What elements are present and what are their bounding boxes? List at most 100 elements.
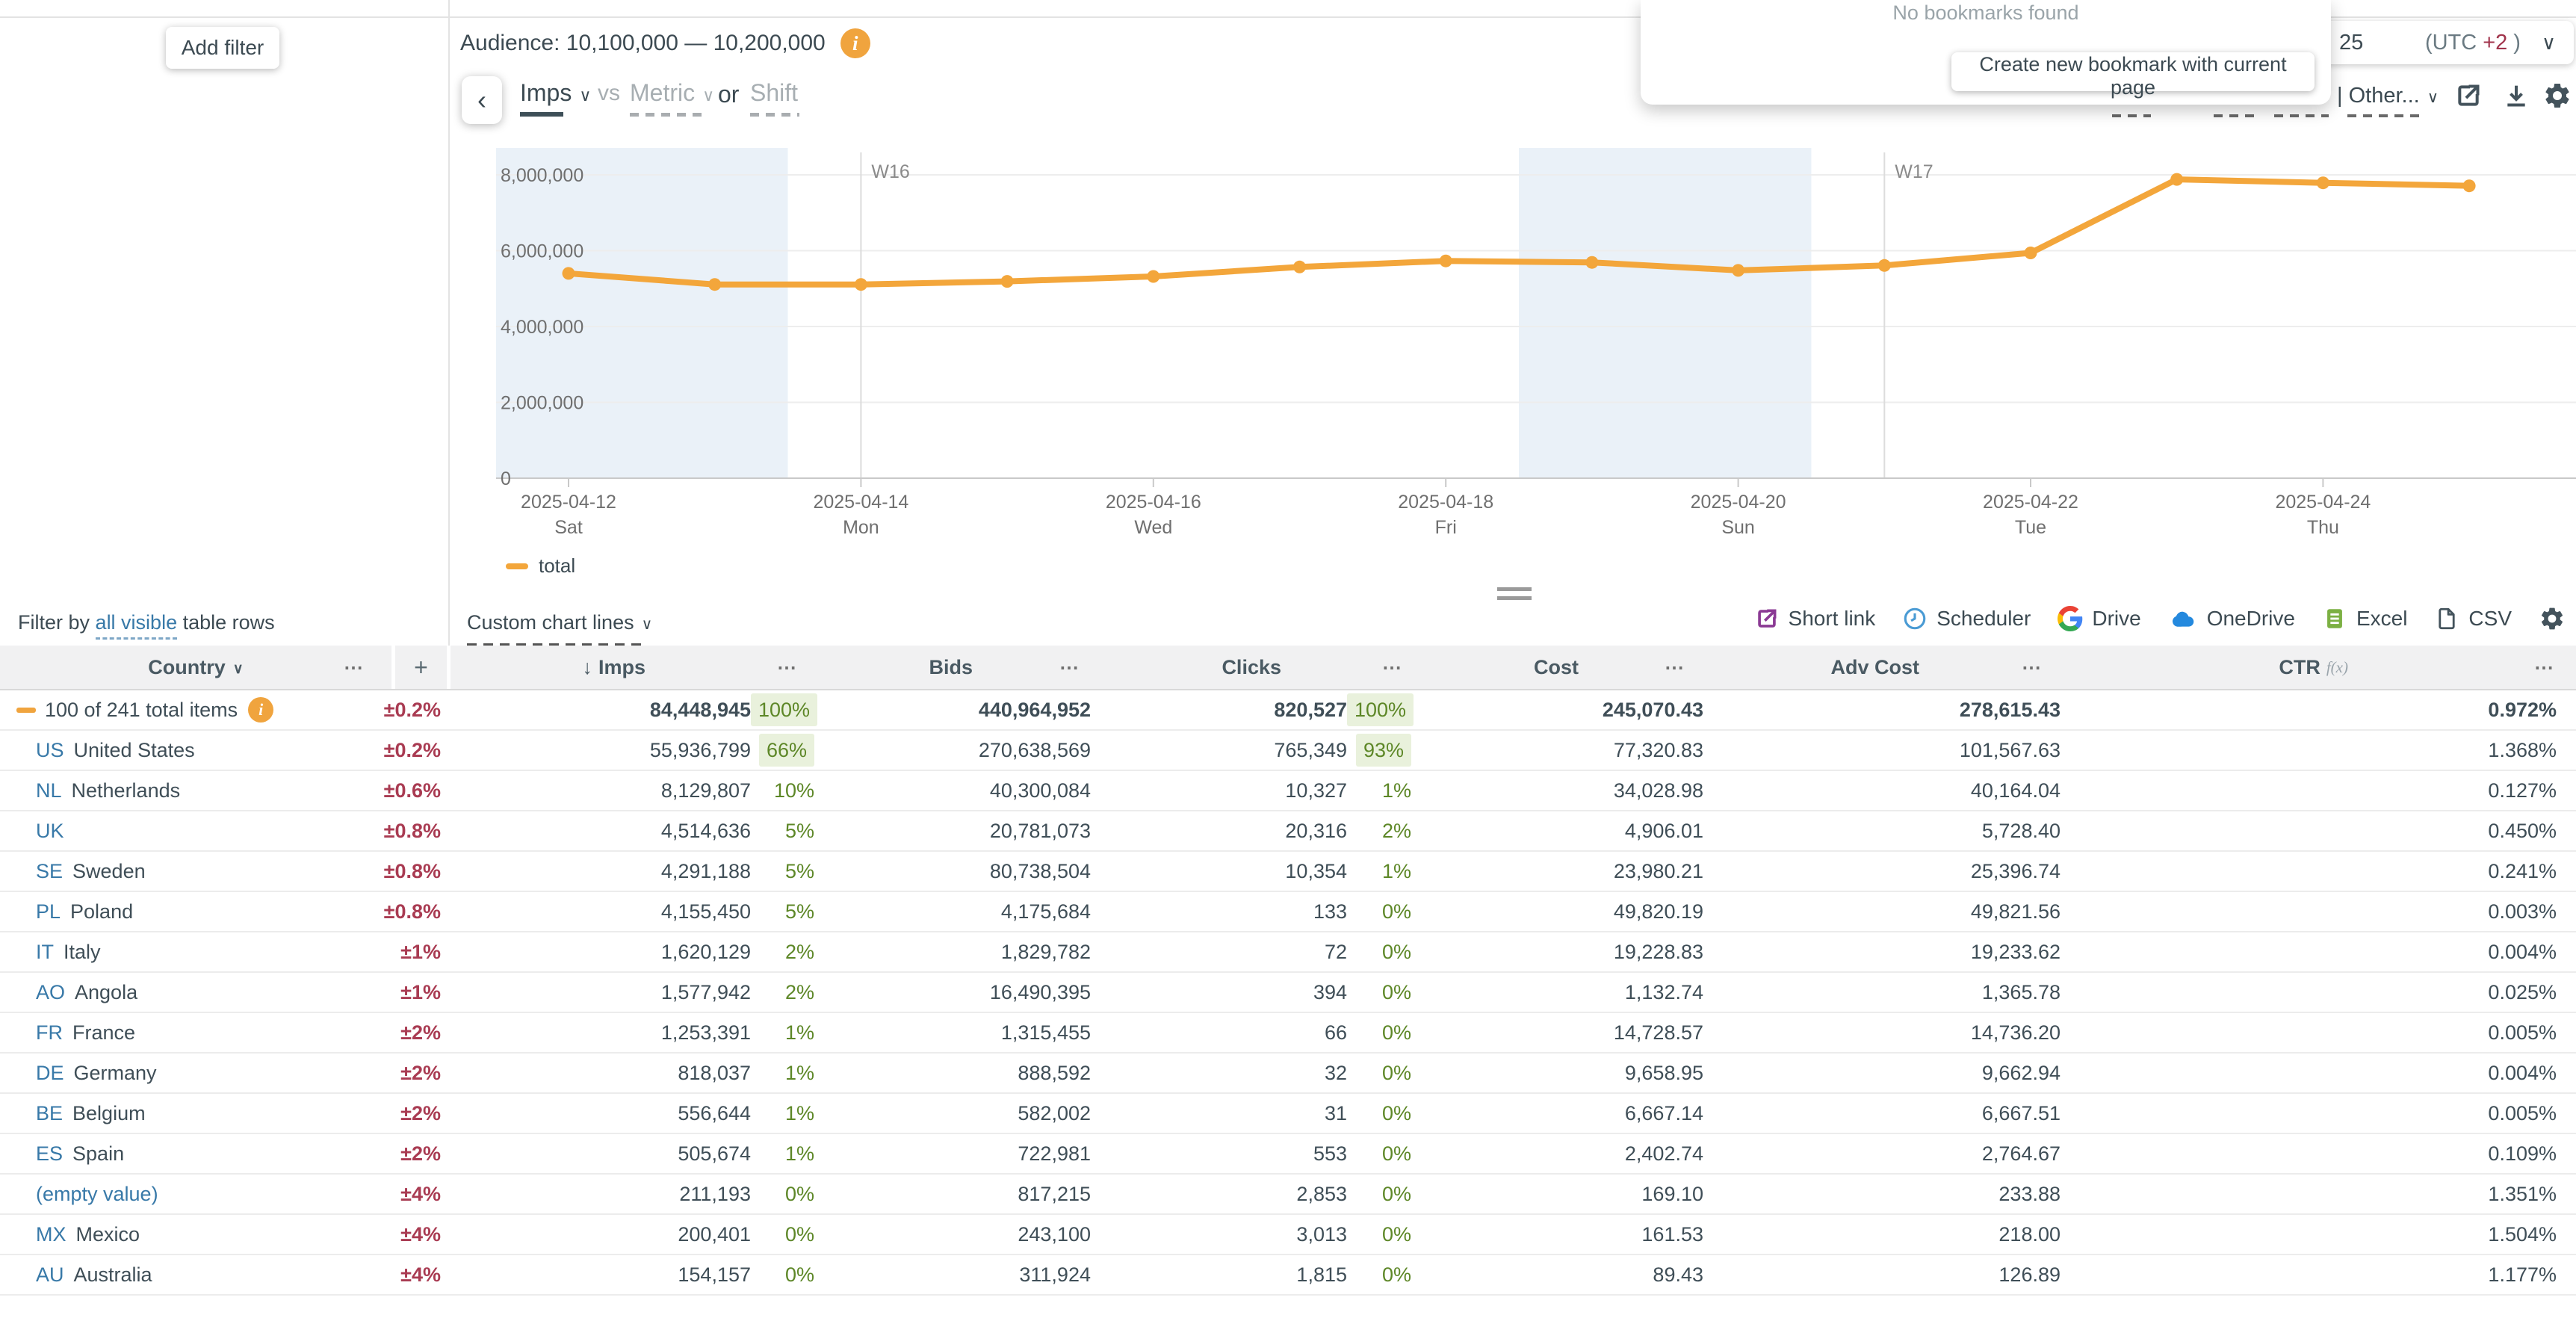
error-margin[interactable]: ±0.8% — [383, 819, 441, 842]
country-name[interactable]: (empty value) — [36, 1182, 158, 1205]
country-code-link[interactable]: BE — [36, 1101, 64, 1124]
imps-value: 55,936,799 — [649, 738, 751, 761]
error-margin[interactable]: ±0.2% — [383, 698, 441, 721]
cost-value: 34,028.98 — [1613, 779, 1703, 802]
shift-dashed-underline — [750, 113, 799, 117]
error-margin[interactable]: ±2% — [400, 1101, 441, 1124]
column-header-cost[interactable]: Cost — [1534, 655, 1579, 678]
bids-value: 440,964,952 — [978, 698, 1091, 721]
country-code-link[interactable]: US — [36, 738, 64, 761]
bids-column-menu[interactable]: ⋯ — [1059, 655, 1081, 678]
country-code-link[interactable]: ES — [36, 1142, 64, 1165]
country-code-link[interactable]: UK — [36, 819, 64, 842]
column-header-bids[interactable]: Bids — [929, 655, 973, 678]
ctr-column-menu[interactable]: ⋯ — [2534, 655, 2556, 678]
clicks-share: 0% — [1347, 941, 1413, 964]
ctr-value: 0.127% — [2488, 779, 2557, 802]
other-metrics-dropdown[interactable]: | Other... ∨ — [2337, 84, 2439, 108]
imps-column-menu[interactable]: ⋯ — [777, 655, 799, 678]
svg-text:Thu: Thu — [2307, 517, 2339, 538]
metric-tab-imps[interactable]: Imps ∨ — [520, 79, 591, 107]
filter-all-visible-link[interactable]: all visible — [95, 611, 178, 640]
table-header: Country ∨ ⋯ + ↓ Imps ⋯ Bids ⋯ Clicks ⋯ C… — [0, 646, 2576, 690]
imps-value: 1,253,391 — [660, 1021, 751, 1044]
column-header-adv-cost[interactable]: Adv Cost — [1830, 655, 1919, 678]
custom-chart-lines-dropdown[interactable]: Custom chart lines ∨ — [467, 611, 652, 634]
error-margin[interactable]: ±4% — [400, 1222, 441, 1246]
clicks-value: 66 — [1324, 1021, 1347, 1044]
error-margin[interactable]: ±2% — [400, 1061, 441, 1084]
table-row: DE Germany ±2% 818,037 1% 888,592 32 0% … — [0, 1054, 2576, 1094]
ctr-value: 1.368% — [2488, 738, 2557, 761]
error-margin[interactable]: ±4% — [400, 1263, 441, 1286]
excel-export-button[interactable]: Excel — [2322, 606, 2407, 631]
chart-resize-handle[interactable] — [1497, 587, 1532, 605]
country-column-menu[interactable]: ⋯ — [344, 655, 365, 678]
column-header-clicks[interactable]: Clicks — [1222, 655, 1281, 678]
clicks-share: 93% — [1347, 733, 1413, 767]
column-header-country[interactable]: Country ∨ — [148, 655, 244, 678]
cost-column-menu[interactable]: ⋯ — [1665, 655, 1686, 678]
error-margin[interactable]: ±2% — [400, 1142, 441, 1165]
metric-tab-compare[interactable]: Metric ∨ — [630, 79, 714, 107]
short-link-button[interactable]: Short link — [1754, 606, 1875, 631]
add-column-button[interactable]: + — [414, 653, 428, 681]
country-code-link[interactable]: NL — [36, 779, 62, 802]
country-code-link[interactable]: DE — [36, 1061, 64, 1084]
scheduler-button[interactable]: Scheduler — [1902, 606, 2031, 631]
error-margin[interactable]: ±0.2% — [383, 738, 441, 761]
country-code-link[interactable]: PL — [36, 900, 61, 923]
cost-value: 49,820.19 — [1613, 900, 1703, 923]
country-code-link[interactable]: AU — [36, 1263, 64, 1286]
create-bookmark-button[interactable]: Create new bookmark with current page — [1951, 52, 2315, 99]
error-margin[interactable]: ±0.8% — [383, 859, 441, 882]
error-margin[interactable]: ±0.6% — [383, 779, 441, 802]
country-code-link[interactable]: IT — [36, 940, 54, 963]
add-filter-button[interactable]: Add filter — [166, 27, 279, 69]
google-drive-button[interactable]: Drive — [2058, 606, 2141, 631]
download-button[interactable] — [2501, 81, 2532, 112]
settings-button[interactable] — [2542, 81, 2573, 112]
svg-text:Mon: Mon — [843, 517, 879, 538]
svg-text:Wed: Wed — [1134, 517, 1172, 538]
country-code-link[interactable]: AO — [36, 980, 66, 1003]
chart-back-button[interactable]: ‹ — [462, 76, 502, 124]
imps-share: 5% — [751, 860, 822, 883]
onedrive-button[interactable]: OneDrive — [2168, 606, 2295, 631]
info-icon[interactable]: i — [840, 28, 870, 58]
country-code-link[interactable]: FR — [36, 1021, 63, 1044]
error-margin[interactable]: ±1% — [400, 980, 441, 1003]
hidden-metric-underline — [2112, 114, 2151, 117]
metric-tab-shift[interactable]: Shift — [750, 79, 798, 107]
vs-label: vs — [598, 81, 620, 105]
imps-value: 556,644 — [678, 1101, 751, 1124]
country-code-link[interactable]: MX — [36, 1222, 66, 1246]
open-in-new-button[interactable] — [2453, 81, 2484, 112]
clicks-column-menu[interactable]: ⋯ — [1382, 655, 1404, 678]
error-margin[interactable]: ±0.8% — [383, 900, 441, 923]
clicks-share: 0% — [1347, 981, 1413, 1004]
country-code-link[interactable]: SE — [36, 859, 64, 882]
clicks-value: 820,527 — [1274, 698, 1347, 721]
info-icon[interactable]: i — [248, 697, 274, 723]
ctr-value: 1.504% — [2488, 1222, 2557, 1246]
imps-line-chart[interactable]: W16 W17 0 2,000,000 4,000,000 6,000,000 8,000,… — [496, 148, 2576, 551]
error-margin[interactable]: ±2% — [400, 1021, 441, 1044]
date-range-picker[interactable]: 25 (UTC +2) ∨ — [2305, 21, 2574, 64]
error-margin[interactable]: ±4% — [400, 1182, 441, 1205]
legend-total[interactable]: total — [506, 554, 575, 578]
adv-cost-value: 25,396.74 — [1970, 859, 2061, 882]
column-header-ctr[interactable]: CTR f(x) — [2279, 655, 2348, 678]
adv-cost-value: 19,233.62 — [1970, 940, 2061, 963]
bookmarks-popup: No bookmarks found Create new bookmark w… — [1641, 0, 2331, 105]
adv-cost-column-menu[interactable]: ⋯ — [2022, 655, 2043, 678]
table-settings-button[interactable] — [2539, 605, 2566, 632]
error-margin[interactable]: ±1% — [400, 940, 441, 963]
share-percent: 1% — [784, 1101, 814, 1124]
imps-share: 5% — [751, 900, 822, 923]
clicks-share: 0% — [1347, 1102, 1413, 1125]
excel-label: Excel — [2356, 607, 2408, 630]
column-header-imps[interactable]: ↓ Imps — [582, 655, 645, 678]
csv-export-button[interactable]: CSV — [2434, 606, 2512, 631]
